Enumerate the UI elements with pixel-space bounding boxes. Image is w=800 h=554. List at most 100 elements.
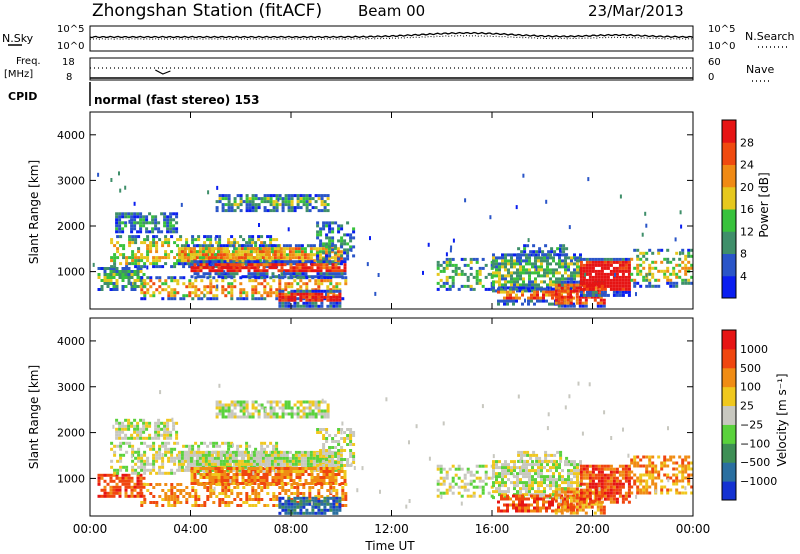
data-cell: [202, 275, 206, 279]
data-cell: [627, 290, 631, 294]
data-cell: [301, 470, 305, 473]
data-cell: [258, 450, 262, 454]
data-cell: [280, 260, 284, 264]
data-cell: [142, 436, 146, 440]
data-cell: [264, 459, 268, 463]
data-cell: [609, 287, 613, 291]
data-cell: [527, 296, 530, 300]
data-cell: [154, 421, 158, 425]
data-cell: [237, 244, 241, 248]
data-cell: [243, 465, 247, 469]
data-cell: [170, 489, 174, 492]
data-cell: [472, 287, 476, 291]
data-cell: [442, 284, 446, 288]
data-cell: [179, 238, 183, 242]
data-cell: [190, 473, 194, 476]
data-cell: [118, 221, 122, 225]
data-cell: [272, 200, 276, 204]
data-cell: [253, 476, 257, 479]
data-cell: [588, 287, 592, 291]
data-cell: [124, 267, 128, 270]
data-cell: [113, 453, 117, 457]
data-cell: [152, 244, 156, 248]
data-cell: [190, 476, 194, 479]
data-cell: [287, 209, 291, 213]
data-cell: [143, 285, 147, 289]
data-cell: [149, 244, 153, 248]
data-cell: [133, 418, 137, 422]
data-cell: [445, 491, 449, 495]
data-cell: [557, 280, 561, 284]
data-cell: [188, 279, 192, 283]
data-cell: [569, 289, 573, 293]
data-cell: [242, 406, 246, 410]
data-cell: [133, 488, 137, 492]
data-cell: [119, 468, 123, 472]
data-cell: [258, 253, 262, 257]
data-cell: [212, 294, 216, 298]
data-cell: [321, 459, 325, 463]
data-cell: [196, 272, 200, 276]
data-cell: [182, 495, 186, 498]
data-cell: [575, 301, 579, 305]
data-cell: [302, 496, 306, 500]
data-cell: [212, 297, 216, 301]
data-cell: [609, 263, 613, 267]
data-cell: [119, 453, 123, 457]
data-cell: [299, 499, 303, 503]
data-cell: [245, 441, 249, 445]
data-cell: [299, 288, 303, 292]
data-cell: [241, 482, 245, 485]
data-cell: [227, 412, 231, 416]
data-cell: [642, 260, 646, 264]
nave-tick-high: 60: [708, 57, 721, 68]
data-cell: [210, 453, 214, 457]
data-cell: [209, 253, 213, 257]
data-cell: [110, 256, 114, 260]
data-cell: [259, 470, 263, 473]
data-cell: [100, 473, 104, 477]
data-cell: [349, 428, 353, 431]
data-cell: [245, 206, 249, 210]
data-cell: [177, 456, 181, 460]
data-cell: [251, 492, 255, 495]
data-cell: [515, 296, 518, 300]
data-cell: [278, 492, 282, 495]
data-cell: [319, 239, 323, 243]
data-cell: [224, 209, 228, 213]
data-cell: [537, 490, 540, 494]
data-cell: [495, 271, 498, 275]
data-cell: [103, 267, 107, 270]
data-cell: [519, 289, 522, 293]
data-cell: [302, 483, 306, 486]
data-cell: [618, 281, 622, 285]
data-cell: [478, 278, 482, 282]
data-cell: [160, 427, 164, 431]
data-cell: [316, 272, 320, 276]
data-cell: [334, 446, 338, 449]
data-cell: [109, 479, 113, 483]
data-cell: [690, 281, 694, 285]
data-cell: [257, 415, 261, 419]
data-cell: [167, 447, 171, 451]
data-cell: [294, 253, 298, 257]
data-cell: [504, 277, 507, 281]
data-cell: [567, 463, 570, 467]
data-cell: [334, 272, 338, 276]
data-cell: [484, 476, 488, 480]
data-cell: [272, 279, 276, 283]
data-cell: [501, 265, 504, 269]
data-cell: [100, 488, 104, 492]
data-cell: [681, 278, 685, 282]
data-cell: [593, 298, 597, 302]
data-cell: [269, 288, 273, 292]
data-cell: [225, 456, 229, 460]
data-cell: [576, 274, 579, 278]
data-cell: [503, 497, 506, 501]
data-cell: [564, 259, 567, 263]
data-cell: [337, 257, 341, 261]
data-cell: [281, 483, 285, 486]
data-cell: [137, 471, 141, 475]
data-cell: [164, 256, 168, 260]
data-cell: [308, 203, 312, 207]
